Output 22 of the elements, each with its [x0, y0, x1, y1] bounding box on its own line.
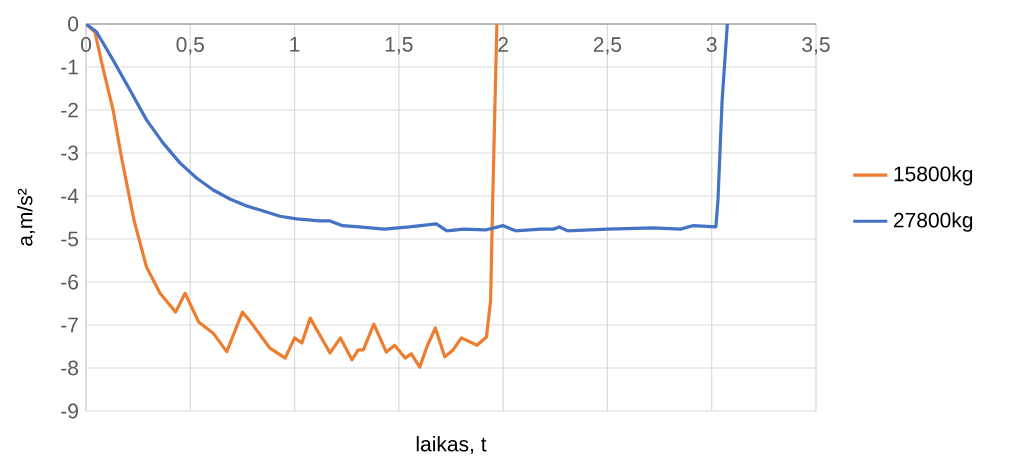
x-tick-label: 0 [80, 37, 92, 52]
x-tick-label: 1,5 [385, 37, 413, 55]
x-tick-label: 3 [706, 37, 717, 52]
x-axis-title: laikas, t [416, 436, 487, 454]
x-tick-label: 3,5 [802, 37, 830, 55]
y-tick-label: -3 [61, 145, 79, 161]
y-tick-label: -7 [61, 317, 78, 333]
y-tick-label: -2 [61, 102, 78, 118]
legend-label: 15800kg [894, 165, 973, 186]
y-tick-label: -8 [61, 360, 79, 376]
y-tick-label: -5 [61, 231, 79, 247]
y-axis-title: a,m/s² [17, 188, 35, 246]
x-tick-label: 2,5 [593, 37, 622, 55]
y-tick-label: 0 [68, 16, 79, 32]
y-tick-label: -9 [61, 403, 78, 419]
x-tick-label: 0,5 [176, 37, 204, 55]
legend-label: 27800kg [894, 212, 973, 232]
y-tick-label: -6 [61, 274, 79, 290]
y-tick-label: -1 [61, 59, 78, 75]
x-tick-label: 2 [498, 37, 508, 52]
y-tick-label: -4 [61, 188, 79, 204]
x-tick-label: 1 [290, 37, 300, 52]
